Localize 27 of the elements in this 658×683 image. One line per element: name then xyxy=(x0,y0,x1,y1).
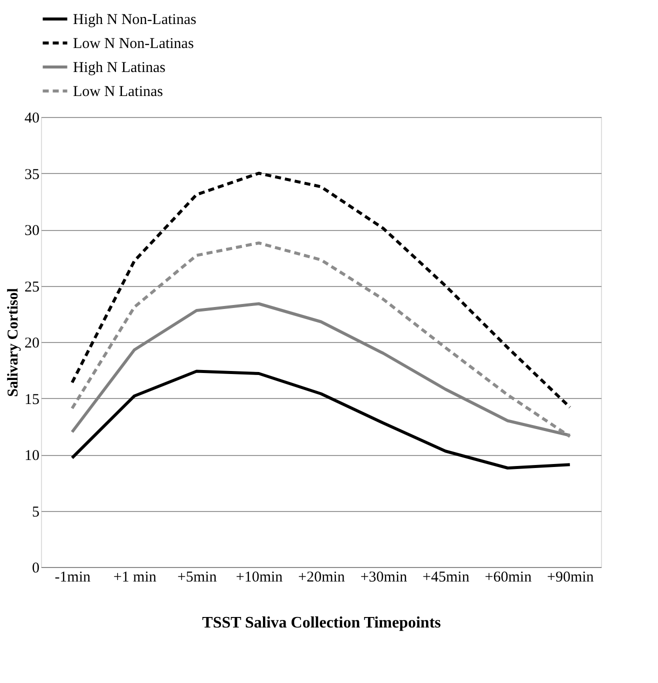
y-tick-label: 15 xyxy=(24,392,40,408)
legend-label: Low N Non-Latinas xyxy=(73,36,194,52)
x-tick-label: +1 min xyxy=(113,570,157,586)
x-tick-label: -1min xyxy=(54,570,92,586)
line-series xyxy=(70,172,572,409)
x-tick-label: +90min xyxy=(546,570,594,586)
y-tick-label: 30 xyxy=(24,223,40,239)
x-tick-label: +10min xyxy=(236,570,284,586)
y-tick-label: 5 xyxy=(32,504,40,520)
legend-label: High N Latinas xyxy=(73,60,166,76)
x-tick-label: +60min xyxy=(484,570,532,586)
x-tick-label: +30min xyxy=(360,570,408,586)
y-tick-label: 10 xyxy=(24,448,40,464)
y-tick-label: 35 xyxy=(24,166,40,183)
x-tick-label: +45min xyxy=(422,570,470,586)
y-tick-label: 25 xyxy=(24,279,40,296)
x-axis-title: TSST Saliva Collection Timepoints xyxy=(202,614,441,632)
x-tick-label: +5min xyxy=(177,570,218,586)
line-series xyxy=(70,242,572,438)
y-axis-title: Salivary Cortisol xyxy=(6,288,22,397)
legend-label: Low N Latinas xyxy=(73,84,164,100)
y-tick-label: 0 xyxy=(32,560,40,576)
y-tick-label: 20 xyxy=(24,336,40,352)
x-tick-label: +20min xyxy=(298,570,346,586)
legend-label: High N Non-Latinas xyxy=(73,12,196,28)
y-tick-label: 40 xyxy=(24,110,40,126)
line-series xyxy=(70,370,572,470)
